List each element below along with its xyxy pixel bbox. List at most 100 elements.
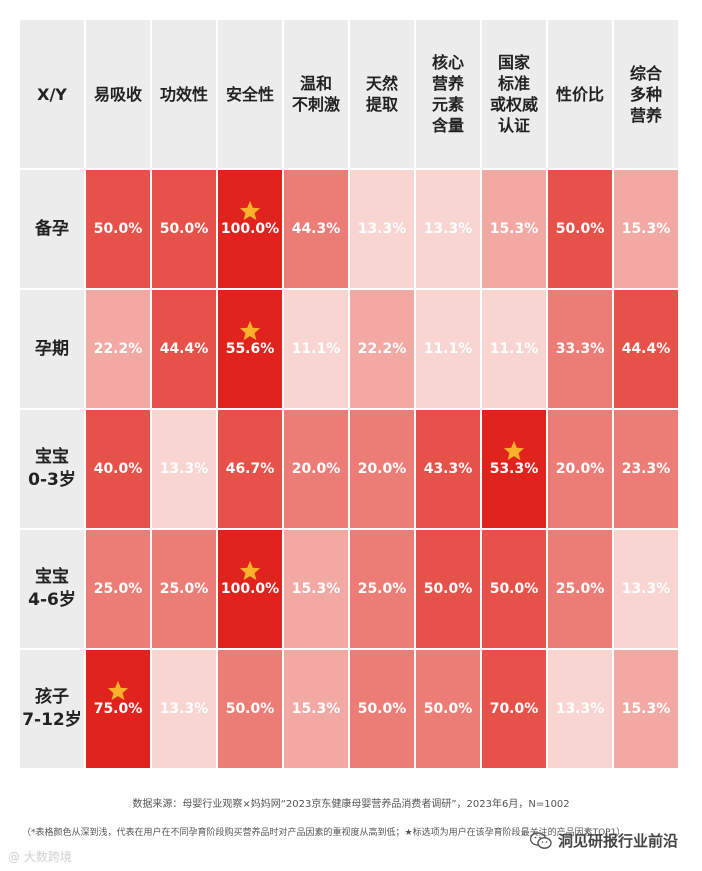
cell-value-label: 13.3%: [159, 461, 209, 477]
column-header-line: 温和: [299, 74, 332, 93]
cell-value-label: 23.3%: [621, 461, 671, 477]
heatmap-cell: 13.3%: [548, 650, 612, 768]
heatmap-cell: 20.0%: [350, 410, 414, 528]
column-header: 性价比: [548, 20, 612, 168]
heatmap-cell: 23.3%: [614, 410, 678, 528]
row-header: 备孕: [20, 170, 84, 288]
column-header-line: 不刺激: [291, 95, 340, 114]
watermark-right-label: 洞见研报行业前沿: [557, 832, 678, 850]
heatmap-cell: 20.0%: [284, 410, 348, 528]
column-header-line: 核心: [431, 53, 464, 72]
heatmap-cell: 11.1%: [284, 290, 348, 408]
row-header: 宝宝 0-3岁: [20, 410, 84, 528]
cell-value-label: 13.3%: [159, 701, 209, 717]
star-icon: [503, 440, 525, 461]
cell-value-label: 55.6%: [225, 341, 275, 357]
heatmap-cell: 50.0%: [350, 650, 414, 768]
column-header-line: 元素: [431, 95, 464, 114]
cell-value-label: 50.0%: [357, 701, 407, 717]
footnote-text: （*表格颜色从深到浅，代表在用户在不同孕育阶段购买营养品时对产品因素的重视度从高…: [22, 828, 626, 838]
heatmap-grid: X/Y 易吸收 功效性 安全性 温和 不刺激 天然 提取 核心 营养 元素 含量 国家 标准 或权威 认证 性价…: [20, 20, 682, 770]
row-header-line: 宝宝: [35, 567, 69, 587]
heatmap-cell: 50.0%: [218, 650, 282, 768]
column-header: 温和 不刺激: [284, 20, 348, 168]
heatmap-cell: 75.0%: [86, 650, 150, 768]
cell-value-label: 13.3%: [357, 221, 407, 237]
column-header-line: 标准: [497, 74, 530, 93]
cell-value-label: 11.1%: [291, 341, 341, 357]
heatmap-cell: 22.2%: [86, 290, 150, 408]
heatmap-cell: 11.1%: [482, 290, 546, 408]
cell-value-label: 100.0%: [220, 221, 280, 237]
cell-value-label: 13.3%: [621, 581, 671, 597]
heatmap-cell: 100.0%: [218, 170, 282, 288]
row-header-line: 孩子: [34, 687, 69, 707]
column-header: 天然 提取: [350, 20, 414, 168]
star-icon: [107, 680, 129, 701]
heatmap-cell: 11.1%: [416, 290, 480, 408]
heatmap-cell: 15.3%: [284, 530, 348, 648]
cell-value-label: 25.0%: [357, 581, 407, 597]
column-header-line: 国家: [497, 53, 530, 72]
cell-value-label: 50.0%: [555, 221, 605, 237]
cell-value-label: 43.3%: [423, 461, 473, 477]
watermark-right: 洞见研报行业前沿: [529, 830, 678, 851]
heatmap-cell: 15.3%: [482, 170, 546, 288]
cell-value-label: 15.3%: [291, 701, 341, 717]
heatmap-cell: 50.0%: [482, 530, 546, 648]
cell-value-label: 15.3%: [489, 221, 539, 237]
source-text: 数据来源：母婴行业观察×妈妈网“2023京东健康母婴营养品消费者调研”，2023…: [132, 799, 570, 810]
cell-value-label: 20.0%: [357, 461, 407, 477]
cell-value-label: 44.3%: [291, 221, 341, 237]
cell-value-label: 25.0%: [159, 581, 209, 597]
heatmap-cell: 13.3%: [350, 170, 414, 288]
row-header-line: 7-12岁: [22, 710, 82, 730]
heatmap-cell: 44.3%: [284, 170, 348, 288]
column-header-line: 或权威: [489, 95, 538, 114]
heatmap-cell: 13.3%: [152, 410, 216, 528]
cell-value-label: 20.0%: [555, 461, 605, 477]
heatmap-cell: 13.3%: [152, 650, 216, 768]
cell-value-label: 25.0%: [93, 581, 143, 597]
cell-value-label: 11.1%: [423, 341, 473, 357]
heatmap-cell: 50.0%: [152, 170, 216, 288]
cell-value-label: 46.7%: [225, 461, 275, 477]
star-icon: [239, 320, 261, 341]
heatmap-cell: 33.3%: [548, 290, 612, 408]
cell-value-label: 50.0%: [489, 581, 539, 597]
cell-value-label: 50.0%: [159, 221, 209, 237]
heatmap-cell: 25.0%: [152, 530, 216, 648]
cell-value-label: 44.4%: [159, 341, 209, 357]
cell-value-label: 100.0%: [220, 581, 280, 597]
heatmap-cell: 15.3%: [614, 170, 678, 288]
column-header-line: 营养: [629, 105, 662, 125]
star-icon: [239, 200, 261, 221]
column-header-line: 功效性: [159, 84, 208, 104]
heatmap-cell: 50.0%: [416, 650, 480, 768]
column-header: 核心 营养 元素 含量: [416, 20, 480, 168]
cell-value-label: 40.0%: [93, 461, 143, 477]
watermark-left: @ 大数跨境: [8, 850, 72, 864]
cell-value-label: 20.0%: [291, 461, 341, 477]
column-header: 功效性: [152, 20, 216, 168]
heatmap-cell: 25.0%: [86, 530, 150, 648]
cell-value-label: 13.3%: [423, 221, 473, 237]
star-icon: [239, 560, 261, 581]
column-header: 国家 标准 或权威 认证: [482, 20, 546, 168]
column-header-line: 易吸收: [93, 84, 142, 104]
cell-value-label: 22.2%: [357, 341, 407, 357]
heatmap-cell: 50.0%: [416, 530, 480, 648]
cell-value-label: 25.0%: [555, 581, 605, 597]
heatmap-cell: 70.0%: [482, 650, 546, 768]
heatmap-cell: 44.4%: [152, 290, 216, 408]
heatmap-cell: 40.0%: [86, 410, 150, 528]
heatmap-cell: 13.3%: [416, 170, 480, 288]
corner-header: X/Y: [20, 20, 84, 168]
cell-value-label: 50.0%: [225, 701, 275, 717]
cell-value-label: 15.3%: [621, 701, 671, 717]
cell-value-label: 50.0%: [93, 221, 143, 237]
column-header-line: 营养: [431, 74, 464, 93]
column-header-line: 综合: [629, 63, 662, 83]
cell-value-label: 50.0%: [423, 701, 473, 717]
column-header-line: 认证: [497, 116, 530, 135]
